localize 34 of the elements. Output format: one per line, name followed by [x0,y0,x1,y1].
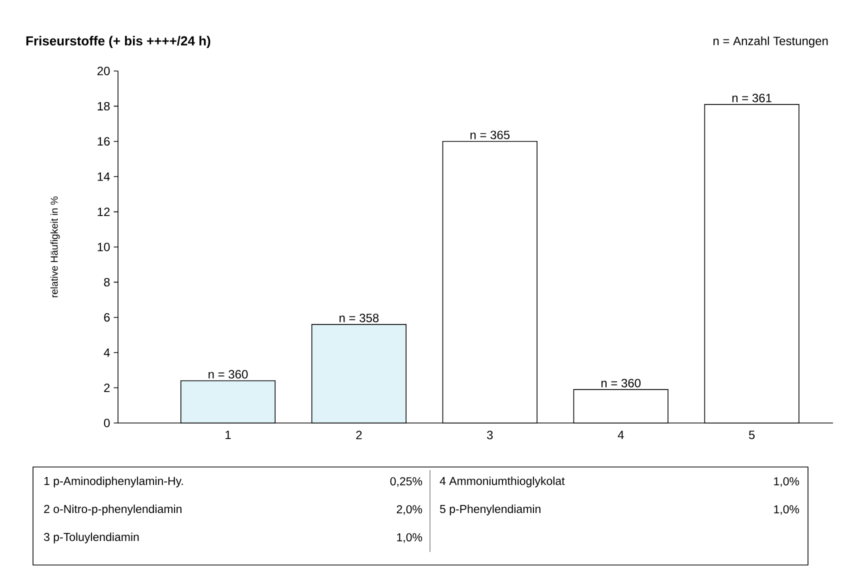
annotation: n = 358 [340,314,379,322]
y-tick-label: 12 [98,208,110,216]
y-tick-label: 2 [104,384,110,392]
annotation: n = 360 [601,378,641,388]
text: 2,0% [396,505,422,515]
text: 2 o-Nitro-p-phenylendiamin [44,504,182,516]
x-tick-label: 3 [487,430,493,440]
y-tick-label: 16 [98,137,110,146]
y-axis-title: relative Häufigkeit in % [50,196,60,298]
text: 5 p-Phenylendiamin [440,504,540,516]
text: n = Anzahl Testungen [714,36,828,48]
text: 1,0% [397,533,422,543]
x-tick-label: 2 [356,430,362,440]
y-tick-label: 4 [104,348,110,357]
x-tick-label: 1 [226,430,231,440]
annotation: n = 361 [732,94,772,102]
chart-title: Friseurstoffe (+ bis ++++/24 h) [26,36,210,48]
x-tick-label: 4 [618,430,624,440]
text: 3 p-Toluylendiamin [44,532,139,544]
text: 0,25% [390,477,422,487]
y-tick-label: 20 [97,66,110,76]
text: 1 p-Aminodiphenylamin-Hy. [44,476,183,488]
y-tick-label: 10 [98,242,110,252]
annotation: n = 360 [208,370,248,379]
y-tick-label: 0 [104,418,110,428]
y-tick-label: 14 [98,172,110,181]
text: 1,0% [774,477,800,487]
text: 1,0% [774,505,800,515]
y-tick-label: 18 [98,102,110,110]
annotation: n = 365 [470,130,510,140]
x-tick-label: 5 [748,430,755,440]
y-tick-label: 6 [104,313,110,322]
text: 4 Ammoniumthioglykolat [440,476,565,488]
y-tick-label: 8 [104,278,110,286]
